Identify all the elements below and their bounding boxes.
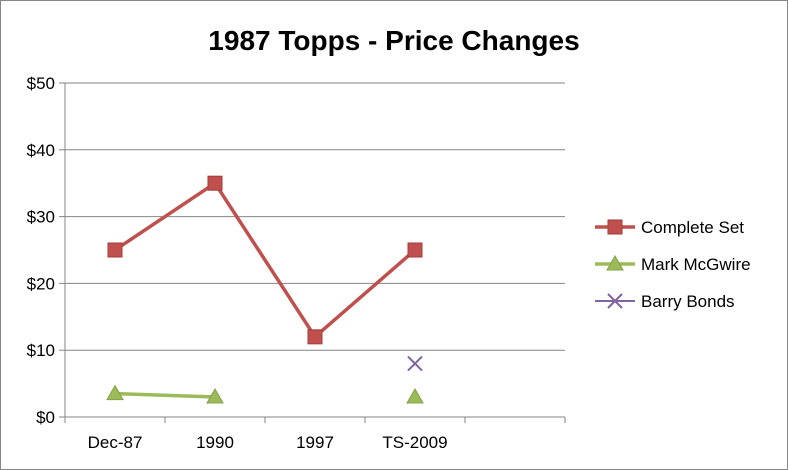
- legend-item: Complete Set: [595, 218, 744, 237]
- x-tick-label: TS-2009: [382, 433, 447, 452]
- series-line-segment: [313, 248, 417, 339]
- y-tick-label: $30: [27, 208, 55, 227]
- chart-title: 1987 Topps - Price Changes: [208, 25, 579, 56]
- axes: $0 $10 $20 $30 $40 $50 Dec-87 1990 1997 TS-2009: [27, 74, 566, 452]
- y-tick-label: $10: [27, 341, 55, 360]
- data-point: [406, 387, 424, 404]
- legend-label: Barry Bonds: [641, 292, 735, 311]
- legend-label: Complete Set: [641, 218, 744, 237]
- data-point: [106, 384, 124, 401]
- x-tick-label: Dec-87: [88, 433, 143, 452]
- series-barry-bonds: [407, 355, 423, 372]
- data-point: [407, 355, 423, 372]
- y-tick-label: $40: [27, 141, 55, 160]
- series-mark-mcgwire: [106, 384, 424, 404]
- gridlines: [65, 82, 565, 351]
- legend-label: Mark McGwire: [641, 255, 751, 274]
- data-point: [206, 387, 224, 404]
- data-point: [107, 242, 123, 258]
- legend-marker: [607, 293, 623, 309]
- series-complete-set: [107, 175, 423, 345]
- x-marker-stroke: [607, 293, 623, 309]
- x-marker-stroke: [407, 355, 423, 372]
- legend-item: Barry Bonds: [595, 292, 735, 311]
- series-line-segment: [213, 181, 317, 339]
- legend-item: Mark McGwire: [595, 254, 751, 274]
- legend-marker: [606, 254, 624, 271]
- x-tick-label: 1990: [196, 433, 234, 452]
- series: [106, 175, 424, 404]
- data-point: [307, 329, 323, 345]
- series-line-segment: [113, 391, 217, 399]
- y-tick-label: $20: [27, 274, 55, 293]
- y-tick-label: $0: [36, 408, 55, 427]
- series-line-segment: [113, 181, 217, 252]
- y-tick-label: $50: [27, 74, 55, 93]
- x-tick-label: 1997: [296, 433, 334, 452]
- legend-marker: [607, 219, 623, 235]
- legend: Complete Set Mark McGwire Barry Bonds: [595, 218, 751, 311]
- data-point: [407, 242, 423, 258]
- data-point: [207, 175, 223, 191]
